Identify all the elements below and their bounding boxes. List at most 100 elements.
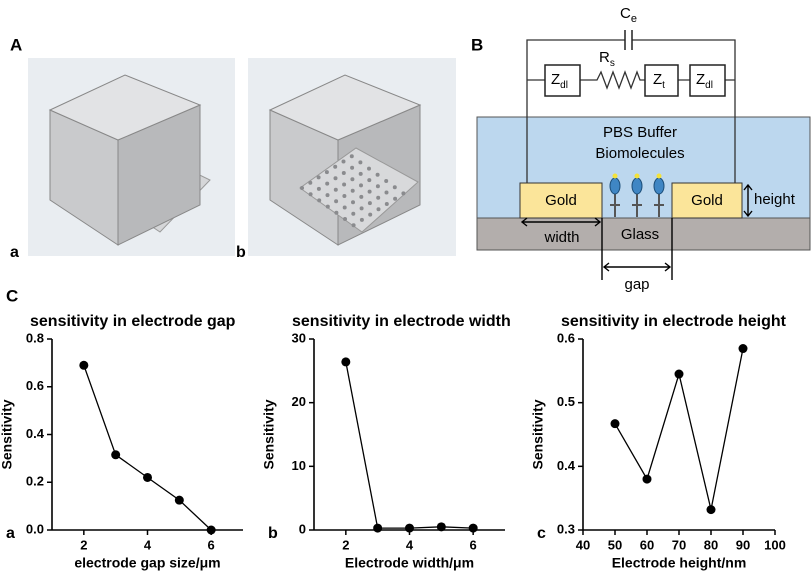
y-tick-label: 10 xyxy=(292,458,306,473)
floor-dot xyxy=(350,177,355,182)
subscript: dl xyxy=(560,80,568,91)
floor-dot xyxy=(367,166,371,171)
x-tick-label: 60 xyxy=(640,537,654,552)
molecule xyxy=(653,177,665,195)
data-point xyxy=(436,522,446,532)
subscript: e xyxy=(631,13,637,25)
floor-dot xyxy=(401,191,406,196)
label: R xyxy=(599,49,610,66)
schematic: Ce Zdl Rs Zt Zdl PBS Buffer Biomolecules… xyxy=(476,5,811,293)
floor-dot xyxy=(325,181,330,186)
floor-dot xyxy=(350,188,355,193)
capacitor xyxy=(624,30,633,50)
tag xyxy=(634,173,640,179)
y-tick-label: 0.6 xyxy=(557,330,575,345)
linker xyxy=(610,190,664,217)
data-point xyxy=(341,357,351,367)
biomolecules xyxy=(609,173,665,217)
floor-dot xyxy=(333,187,338,192)
gold xyxy=(671,182,743,219)
chart-label: a xyxy=(6,525,15,542)
series-line xyxy=(345,361,474,529)
x-tick-label: 70 xyxy=(672,537,686,552)
dimension-label: width xyxy=(543,229,579,246)
y-tick-label: 30 xyxy=(292,330,306,345)
element-box xyxy=(544,64,581,97)
molecule xyxy=(609,177,621,195)
floor-dot xyxy=(350,165,355,170)
data-point xyxy=(206,525,216,535)
data-point xyxy=(79,360,89,370)
floor-dot xyxy=(384,190,389,195)
floor-dot xyxy=(359,183,363,188)
floor-dot xyxy=(341,159,346,164)
floor-dot xyxy=(342,205,347,210)
dimension-arrow xyxy=(520,183,753,280)
wire xyxy=(526,39,736,183)
data-point xyxy=(143,472,152,482)
electrode-label: Gold xyxy=(545,192,577,209)
y-tick-label: 0 xyxy=(299,521,306,536)
tag xyxy=(612,173,618,179)
x-axis-label: electrode gap size/μm xyxy=(74,555,220,571)
element-label: Zdl xyxy=(551,71,568,91)
element-label: Zt xyxy=(653,71,665,91)
data-point xyxy=(468,523,478,533)
floor-dot xyxy=(349,154,354,159)
y-tick-label: 0.3 xyxy=(557,521,575,536)
y-axis-label: Sensitivity xyxy=(0,399,15,469)
x-axis-label: Electrode height/nm xyxy=(612,555,747,571)
floor-dot xyxy=(316,175,321,180)
floor-dot xyxy=(367,178,372,183)
x-axis-label: Electrode width/μm xyxy=(345,555,474,571)
floor-dot xyxy=(317,198,322,203)
chart-title: sensitivity in electrode gap xyxy=(30,313,236,330)
chart-label: c xyxy=(537,525,546,542)
label: C xyxy=(620,5,631,22)
floor-dot xyxy=(359,217,364,222)
tag xyxy=(656,173,662,179)
floor-dot xyxy=(316,186,321,191)
chart-title: sensitivity in electrode width xyxy=(292,313,511,330)
image-label: b xyxy=(236,244,246,261)
x-tick-label: 4 xyxy=(144,537,152,552)
floor-dot xyxy=(392,185,397,190)
data-point xyxy=(111,450,121,460)
data-point xyxy=(706,505,716,515)
electrode-label: Gold xyxy=(691,192,723,209)
panel-label: A xyxy=(10,35,22,54)
capacitor-label: Ce xyxy=(620,5,637,25)
floor-dot xyxy=(384,202,389,206)
x-tick-label: 2 xyxy=(342,537,349,552)
series-line xyxy=(83,365,212,531)
floor-dot xyxy=(342,194,347,198)
element-box xyxy=(644,64,679,97)
data-point xyxy=(174,495,184,505)
cube-top xyxy=(268,74,422,141)
label: Z xyxy=(551,71,560,88)
data-point xyxy=(610,419,620,429)
y-tick-label: 0.8 xyxy=(26,330,44,345)
render-b: b xyxy=(236,58,456,261)
floor-dot xyxy=(376,207,381,212)
molecule xyxy=(631,177,643,195)
floor-dot xyxy=(325,204,330,209)
substrate-label: Glass xyxy=(621,226,659,243)
panel-label: B xyxy=(471,35,483,54)
floor-dot xyxy=(351,223,356,228)
y-tick-label: 20 xyxy=(292,394,306,409)
image-label: a xyxy=(10,244,19,261)
gold xyxy=(519,182,603,219)
floor-dot xyxy=(359,194,364,199)
subscript: t xyxy=(662,80,665,91)
floor-dot xyxy=(358,160,363,165)
floor-dot xyxy=(334,199,339,204)
floor-dot xyxy=(375,172,380,177)
data-point xyxy=(738,344,748,354)
cube-floor xyxy=(299,147,419,233)
floor-dot xyxy=(393,196,398,201)
floor-dot xyxy=(376,195,381,200)
floor-dot xyxy=(358,171,363,176)
y-axis-label: Sensitivity xyxy=(261,399,277,469)
